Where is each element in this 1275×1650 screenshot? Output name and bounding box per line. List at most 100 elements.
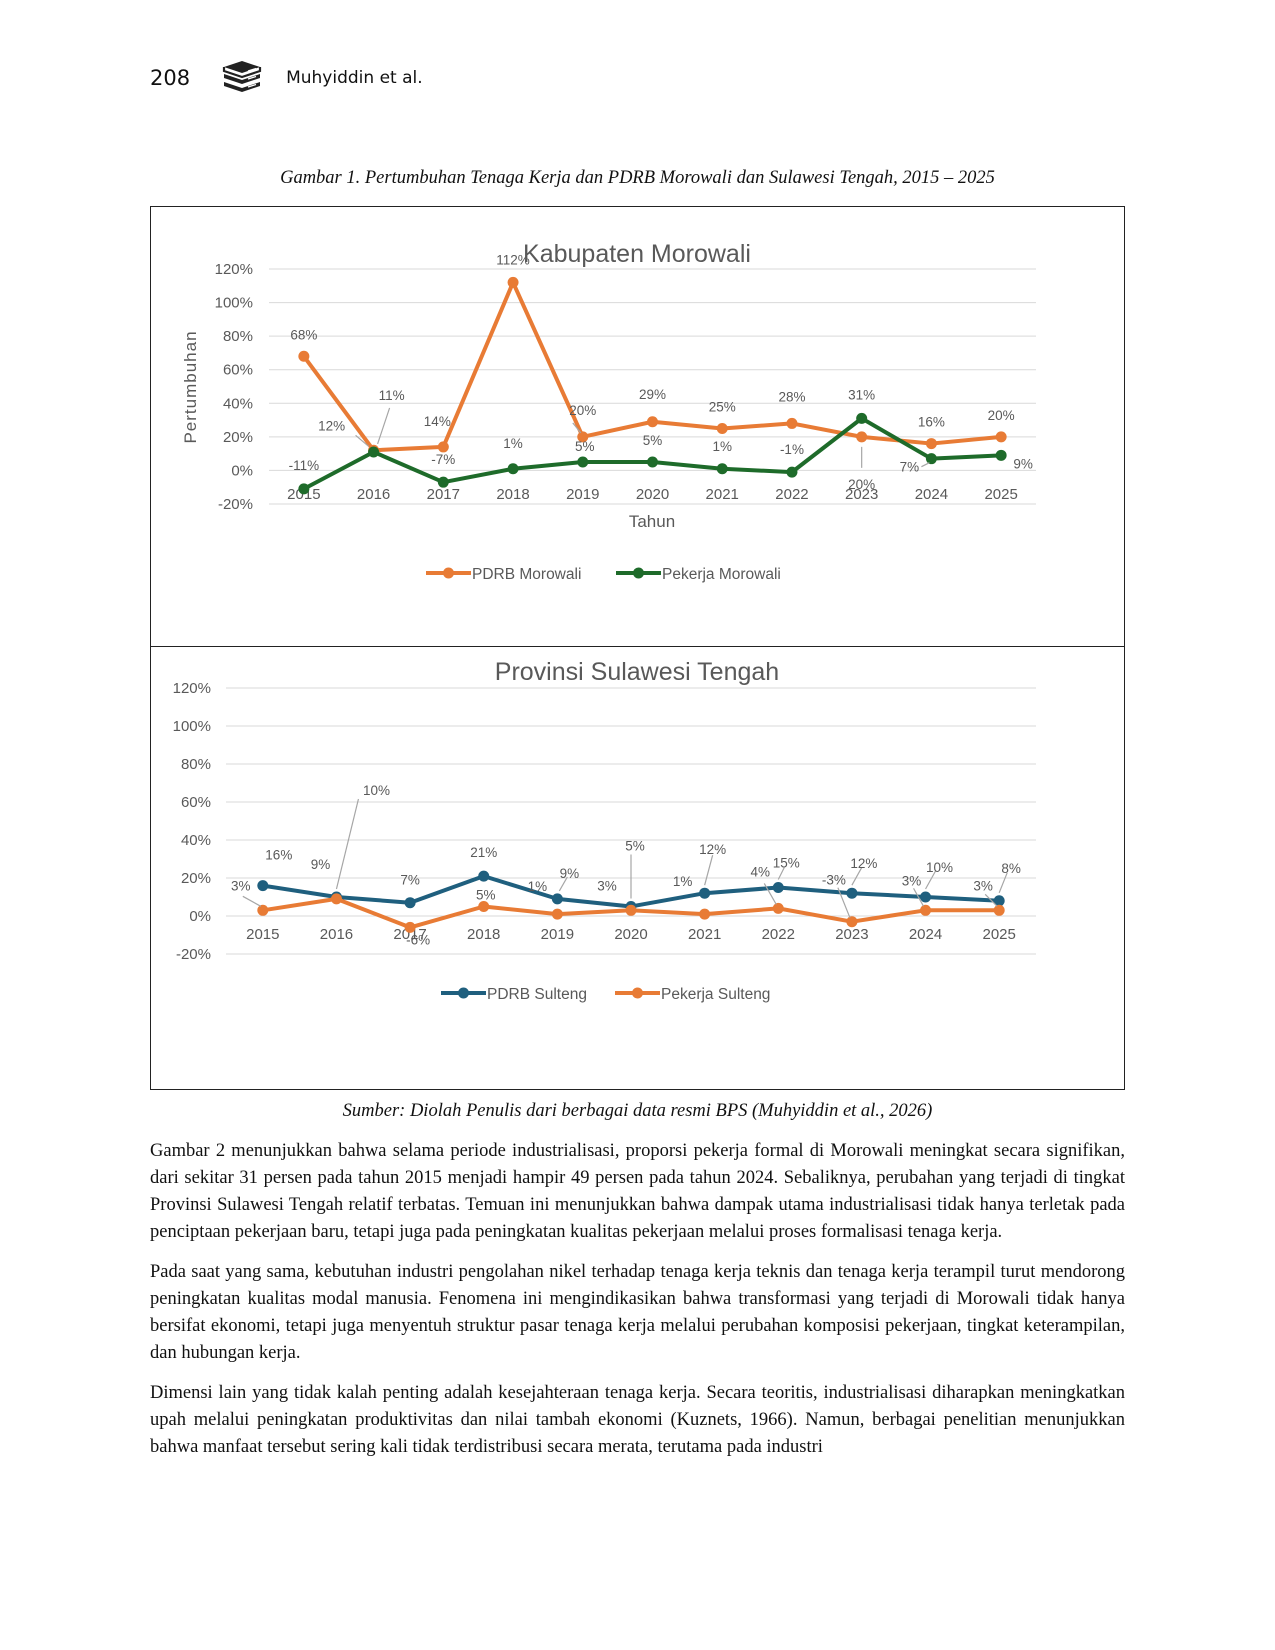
data-point	[507, 276, 519, 288]
leader-line	[704, 855, 714, 886]
data-point	[507, 463, 519, 475]
y-tick-label: 80%	[181, 756, 211, 773]
data-point	[772, 882, 784, 893]
data-label: 9%	[1013, 456, 1033, 471]
book-stack-icon	[222, 61, 262, 92]
y-tick-label: 120%	[173, 680, 211, 697]
data-label: 12%	[318, 418, 345, 433]
data-label: -1%	[780, 442, 804, 457]
leader-line	[355, 434, 369, 447]
data-label: 5%	[643, 433, 663, 448]
x-tick-label: 2022	[762, 926, 795, 943]
chart-sulteng: Provinsi Sulawesi Tengah -20% 0% 20% 40% 60% 8…	[173, 658, 1036, 1003]
x-tick-label: 2023	[835, 926, 868, 943]
data-point	[437, 476, 449, 488]
data-label: -3%	[822, 873, 846, 888]
data-point	[856, 412, 868, 424]
y-tick-label: 20%	[181, 870, 211, 887]
x-tick-label: 2023	[845, 486, 878, 503]
data-label: 1%	[673, 874, 693, 889]
data-point	[551, 893, 563, 905]
data-point	[699, 908, 711, 920]
data-label: 8%	[1001, 861, 1021, 876]
leader-line	[998, 872, 1008, 894]
x-tick-label: 2025	[984, 486, 1017, 503]
legend-swatch-marker	[632, 987, 643, 999]
x-tick-label: 2015	[287, 486, 320, 503]
x-tick-label: 2019	[541, 926, 574, 943]
data-point	[647, 416, 658, 428]
data-point	[993, 904, 1005, 916]
data-label: 20%	[569, 403, 596, 418]
data-point	[257, 880, 269, 892]
y-tick-label: 80%	[223, 328, 253, 345]
data-point	[478, 870, 490, 882]
data-label: 11%	[379, 388, 405, 403]
leader-line	[377, 407, 391, 445]
y-axis-title: Pertumbuhan	[181, 330, 200, 443]
x-tick-label: 2021	[688, 926, 721, 943]
y-tick-label: 60%	[223, 362, 253, 379]
data-point	[716, 422, 728, 434]
data-label: 9%	[311, 857, 331, 872]
data-point	[995, 431, 1007, 443]
data-point	[995, 449, 1007, 461]
x-tick-label: 2021	[706, 486, 739, 503]
data-label: 1%	[712, 439, 732, 454]
data-point	[920, 904, 932, 916]
y-tick-label: 20%	[223, 429, 253, 446]
leader-line	[984, 893, 998, 907]
data-label: 21%	[470, 845, 497, 860]
leader-line	[851, 866, 863, 886]
data-label: 12%	[699, 842, 726, 857]
figure-source: Sumber: Diolah Penulis dari berbagai dat…	[342, 1101, 933, 1121]
data-label: 9%	[560, 866, 580, 881]
x-axis-title: Tahun	[629, 512, 675, 531]
x-tick-label: 2022	[775, 486, 808, 503]
data-point	[716, 463, 728, 475]
data-point	[298, 483, 310, 495]
data-label: 12%	[850, 856, 877, 871]
leader-line	[335, 798, 360, 890]
legend-label: PDRB Sulteng	[487, 986, 587, 1003]
legend-swatch-marker	[633, 567, 644, 579]
data-point	[772, 902, 784, 914]
data-label: 14%	[424, 414, 451, 429]
data-point	[846, 916, 858, 928]
data-point	[298, 350, 310, 362]
figure-divider	[150, 646, 1125, 647]
data-point	[577, 431, 589, 443]
y-tick-label: 60%	[181, 794, 211, 811]
chart-title: Provinsi Sulawesi Tengah	[495, 658, 779, 686]
legend-label: Pekerja Sulteng	[661, 986, 770, 1003]
chart-title: Kabupaten Morowali	[523, 240, 751, 268]
data-point	[925, 438, 937, 450]
series-line-1	[302, 416, 1002, 491]
data-label: 16%	[265, 848, 292, 863]
paragraph: Pada saat yang sama, kebutuhan industri …	[150, 1262, 1125, 1363]
data-label: 3%	[597, 878, 617, 893]
data-label: 29%	[639, 387, 666, 402]
x-tick-label: 2018	[496, 486, 529, 503]
data-label: 16%	[918, 415, 945, 430]
data-label: 4%	[751, 864, 771, 879]
data-point	[786, 417, 798, 429]
y-tick-label: 40%	[181, 832, 211, 849]
leader-line	[777, 867, 785, 880]
data-label: 3%	[973, 878, 993, 893]
x-tick-label: 2020	[614, 926, 647, 943]
data-label: 20%	[848, 477, 875, 492]
data-label: 31%	[848, 387, 875, 402]
y-tick-label: 0%	[231, 462, 253, 479]
data-label: -6%	[406, 932, 430, 947]
y-tick-label: 40%	[223, 395, 253, 412]
y-tick-label: 0%	[189, 908, 211, 925]
x-tick-label: 2015	[246, 926, 279, 943]
data-point	[699, 887, 711, 899]
paragraph: Dimensi lain yang tidak kalah penting ad…	[150, 1383, 1125, 1457]
leader-line	[763, 883, 777, 905]
x-tick-label: 2020	[636, 486, 669, 503]
data-point	[920, 891, 932, 903]
data-label: 3%	[231, 878, 251, 893]
data-point	[625, 904, 637, 916]
